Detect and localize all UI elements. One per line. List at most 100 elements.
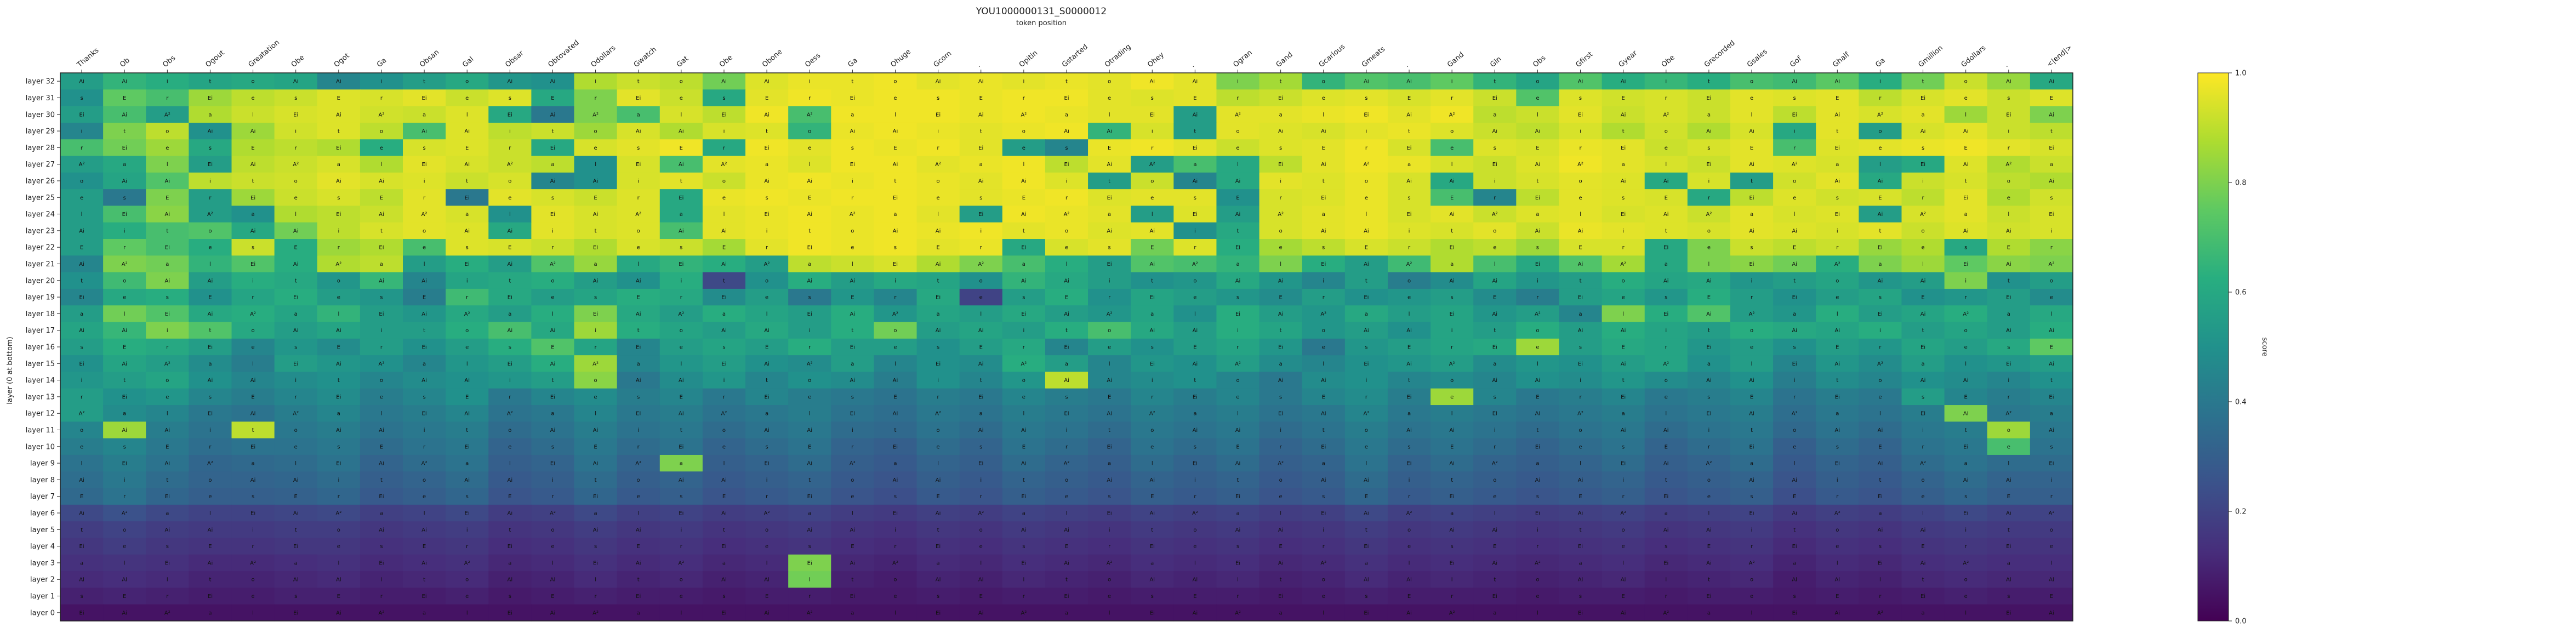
cell-text: t [894,178,897,184]
cell-text: s [722,95,725,101]
cell-text: Ai [1834,178,1840,184]
heatmap-cell [60,189,104,207]
cell-text: o [294,427,298,434]
cell-text: e [251,95,254,101]
cell-text: s [937,95,939,101]
heatmap-cell [1002,73,1046,90]
x-tick-label: Gcarious [1318,43,1347,69]
cell-text: l [1537,361,1538,367]
cell-text: E [594,444,597,450]
heatmap-cell [874,73,917,90]
heatmap-cell [274,222,318,239]
cell-text: o [1065,477,1068,483]
heatmap-cell [874,222,917,239]
cell-text: Ei [1193,461,1198,467]
heatmap-cell [1302,172,1346,190]
cell-text: t [808,228,811,234]
cell-text: E [808,444,811,450]
cell-text: e [1750,594,1753,600]
cell-text: t [466,178,468,184]
heatmap-cell [1559,222,1603,239]
x-tick-label: Gstarted [1061,43,1090,69]
cell-text: Ei [850,162,855,168]
cell-text: Ei [1321,261,1326,267]
cell-text: Ai [2006,477,2011,483]
heatmap-cell [1816,106,1859,123]
heatmap-cell [1859,122,1902,140]
x-tick-label: . [1403,61,1410,69]
cell-text: s [1622,444,1625,450]
heatmap-cell [702,106,746,123]
heatmap-cell [1987,156,2031,173]
cell-text: i [1194,477,1196,483]
cell-text: i [1023,328,1024,334]
heatmap-cell [1730,172,1774,190]
cell-text: a [337,411,340,417]
cell-text: a [1707,610,1711,616]
cell-text: a [851,112,854,118]
cell-text: t [1194,378,1196,384]
cell-text: i [1794,129,1796,135]
cell-text: l [1708,261,1710,267]
cell-text: e [765,544,768,550]
heatmap-cell [574,206,618,223]
x-tick-label: Ohuge [889,48,913,69]
heatmap-cell [574,106,618,123]
cell-text: o [294,178,298,184]
heatmap-cell [231,73,275,90]
cell-text: Ei [1278,411,1283,417]
heatmap-cell [1687,156,1731,173]
cell-text: a [1536,212,1539,218]
cell-text: s [252,494,254,500]
cell-text: o [1536,328,1539,334]
heatmap-cell [103,206,146,223]
cell-text: Ei [1920,345,1925,351]
cell-text: A² [507,162,513,168]
cell-text: t [509,527,511,533]
cell-text: Ai [1449,527,1455,533]
cell-text: Ai [721,79,727,85]
cell-text: Ei [1150,361,1155,367]
cell-text: o [937,178,940,184]
cell-text: e [1193,544,1196,550]
cell-text: Ai [1064,378,1069,384]
cell-text: E [1065,544,1068,550]
cell-text: i [680,527,682,533]
cell-text: o [1322,79,1325,85]
cell-text: Ei [550,461,555,467]
heatmap-cell [1302,156,1346,173]
cell-text: e [337,295,340,301]
cell-text: s [594,295,597,301]
cell-text: Ei [807,311,812,317]
cell-text: Ai [379,178,384,184]
cell-text: s [1108,245,1111,251]
cell-text: a [893,212,897,218]
cell-text: a [1793,560,1796,566]
cell-text: Ai [379,427,384,434]
heatmap-cell [1901,73,1945,90]
cell-text: s [2050,195,2053,201]
heatmap-cell [874,189,917,207]
heatmap-cell [659,73,703,90]
cell-text: s [765,195,768,201]
cell-text: A² [678,560,684,566]
cell-text: Ai [1749,129,1754,135]
cell-text: i [595,577,596,583]
cell-text: e [1964,345,1968,351]
heatmap-cell [488,222,532,239]
cell-text: Ai [293,328,299,334]
heatmap-cell [1602,222,1645,239]
cell-text: l [1237,411,1239,417]
heatmap-cell [1473,206,1517,223]
cell-text: Ei [1492,95,1497,101]
heatmap-cell [403,222,446,239]
cell-text: E [1878,444,1882,450]
cell-text: Ai [421,311,427,317]
cell-text: A² [1278,212,1284,218]
cell-text: t [980,129,982,135]
cell-text: E [1322,394,1325,400]
cell-text: i [809,79,811,85]
cell-text: A² [1064,212,1070,218]
cell-text: Ai [1107,411,1112,417]
cell-text: o [937,427,940,434]
